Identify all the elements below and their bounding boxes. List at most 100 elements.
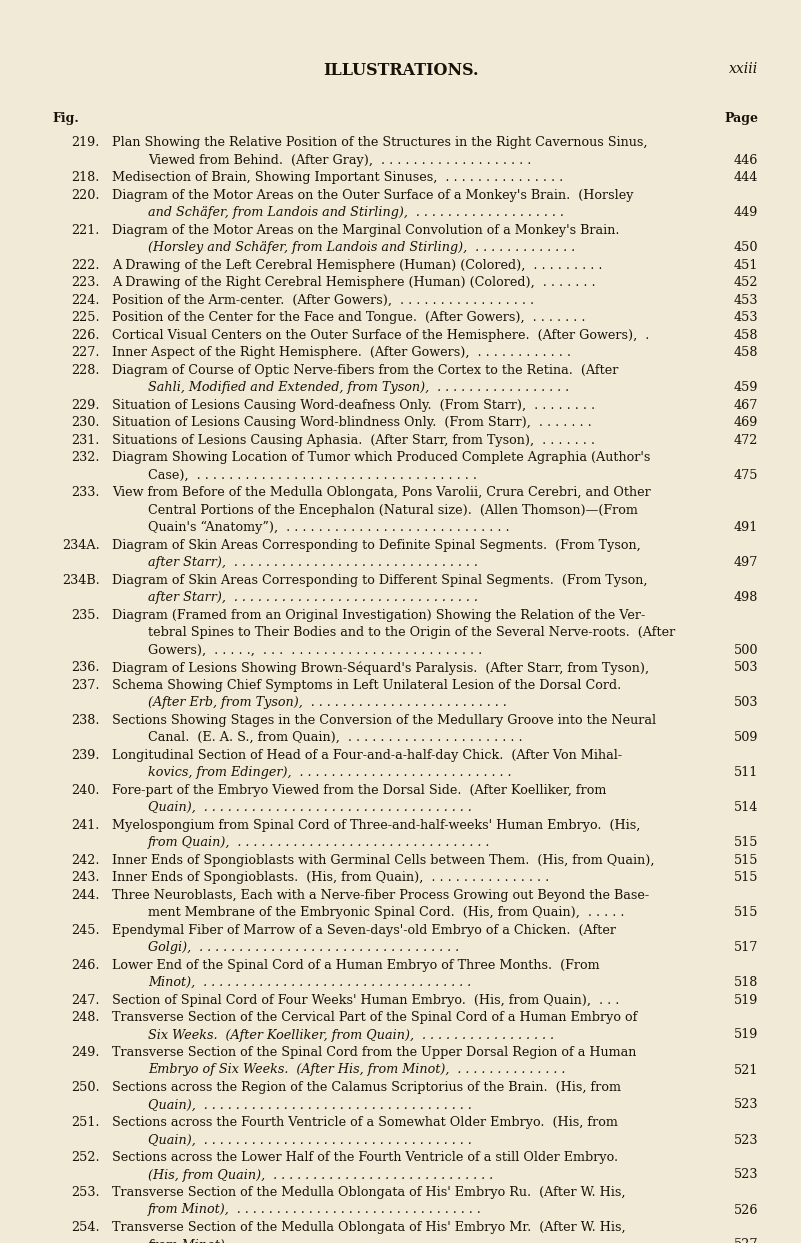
Text: 250.: 250.: [71, 1081, 100, 1094]
Text: 503: 503: [734, 661, 758, 674]
Text: Diagram of Lesions Showing Brown-Séquard's Paralysis.  (After Starr, from Tyson): Diagram of Lesions Showing Brown-Séquard…: [112, 661, 649, 675]
Text: 223.: 223.: [71, 276, 100, 290]
Text: 219.: 219.: [71, 135, 100, 149]
Text: 521: 521: [734, 1064, 758, 1076]
Text: 515: 515: [734, 906, 758, 919]
Text: Sahli, Modified and Extended, from Tyson),  . . . . . . . . . . . . . . . . .: Sahli, Modified and Extended, from Tyson…: [148, 382, 570, 394]
Text: 459: 459: [734, 382, 758, 394]
Text: 453: 453: [734, 311, 758, 324]
Text: 472: 472: [734, 434, 758, 446]
Text: 475: 475: [734, 469, 758, 481]
Text: Page: Page: [724, 112, 758, 126]
Text: Transverse Section of the Medulla Oblongata of His' Embryo Mr.  (After W. His,: Transverse Section of the Medulla Oblong…: [112, 1221, 626, 1234]
Text: 515: 515: [734, 854, 758, 866]
Text: Diagram Showing Location of Tumor which Produced Complete Agraphia (Author's: Diagram Showing Location of Tumor which …: [112, 451, 650, 464]
Text: Diagram of the Motor Areas on the Marginal Convolution of a Monkey's Brain.: Diagram of the Motor Areas on the Margin…: [112, 224, 619, 236]
Text: Minot),  . . . . . . . . . . . . . . . . . . . . . . . . . . . . . . . . . .: Minot), . . . . . . . . . . . . . . . . …: [148, 976, 471, 989]
Text: and Schäfer, from Landois and Stirling),  . . . . . . . . . . . . . . . . . . .: and Schäfer, from Landois and Stirling),…: [148, 206, 564, 219]
Text: from Minot),  . . . . . . . . . . . . . . . . . . . . . . . . . . . . . . .: from Minot), . . . . . . . . . . . . . .…: [148, 1203, 481, 1217]
Text: 446: 446: [734, 153, 758, 167]
Text: Section of Spinal Cord of Four Weeks' Human Embryo.  (His, from Quain),  . . .: Section of Spinal Cord of Four Weeks' Hu…: [112, 993, 619, 1007]
Text: Quain),  . . . . . . . . . . . . . . . . . . . . . . . . . . . . . . . . . .: Quain), . . . . . . . . . . . . . . . . …: [148, 1099, 472, 1111]
Text: 458: 458: [734, 346, 758, 359]
Text: 519: 519: [734, 993, 758, 1007]
Text: Central Portions of the Encephalon (Natural size).  (Allen Thomson)—(From: Central Portions of the Encephalon (Natu…: [148, 503, 638, 517]
Text: Ependymal Fiber of Marrow of a Seven-days'-old Embryo of a Chicken.  (After: Ependymal Fiber of Marrow of a Seven-day…: [112, 924, 616, 936]
Text: Situations of Lesions Causing Aphasia.  (After Starr, from Tyson),  . . . . . . : Situations of Lesions Causing Aphasia. (…: [112, 434, 595, 446]
Text: 254.: 254.: [71, 1221, 100, 1234]
Text: Fig.: Fig.: [52, 112, 78, 126]
Text: Quain's “Anatomy”),  . . . . . . . . . . . . . . . . . . . . . . . . . . . .: Quain's “Anatomy”), . . . . . . . . . . …: [148, 521, 509, 534]
Text: 251.: 251.: [71, 1116, 100, 1129]
Text: 232.: 232.: [71, 451, 100, 464]
Text: 237.: 237.: [71, 679, 100, 691]
Text: 221.: 221.: [71, 224, 100, 236]
Text: 509: 509: [734, 731, 758, 745]
Text: 518: 518: [734, 976, 758, 989]
Text: 253.: 253.: [71, 1186, 100, 1199]
Text: (His, from Quain),  . . . . . . . . . . . . . . . . . . . . . . . . . . . .: (His, from Quain), . . . . . . . . . . .…: [148, 1168, 493, 1182]
Text: Fore-part of the Embryo Viewed from the Dorsal Side.  (After Koelliker, from: Fore-part of the Embryo Viewed from the …: [112, 783, 606, 797]
Text: Three Neuroblasts, Each with a Nerve-fiber Process Growing out Beyond the Base-: Three Neuroblasts, Each with a Nerve-fib…: [112, 889, 649, 901]
Text: Canal.  (E. A. S., from Quain),  . . . . . . . . . . . . . . . . . . . . . .: Canal. (E. A. S., from Quain), . . . . .…: [148, 731, 522, 745]
Text: 235.: 235.: [71, 609, 100, 622]
Text: 517: 517: [734, 941, 758, 953]
Text: Inner Aspect of the Right Hemisphere.  (After Gowers),  . . . . . . . . . . . .: Inner Aspect of the Right Hemisphere. (A…: [112, 346, 571, 359]
Text: 249.: 249.: [71, 1047, 100, 1059]
Text: 498: 498: [734, 590, 758, 604]
Text: ILLUSTRATIONS.: ILLUSTRATIONS.: [324, 62, 479, 80]
Text: Longitudinal Section of Head of a Four-and-a-half-day Chick.  (After Von Mihal-: Longitudinal Section of Head of a Four-a…: [112, 748, 622, 762]
Text: Six Weeks.  (After Koelliker, from Quain),  . . . . . . . . . . . . . . . . .: Six Weeks. (After Koelliker, from Quain)…: [148, 1028, 554, 1042]
Text: 240.: 240.: [71, 783, 100, 797]
Text: 241.: 241.: [71, 818, 100, 832]
Text: 523: 523: [734, 1099, 758, 1111]
Text: 449: 449: [734, 206, 758, 219]
Text: 234B.: 234B.: [62, 573, 100, 587]
Text: 234A.: 234A.: [62, 538, 100, 552]
Text: 231.: 231.: [71, 434, 100, 446]
Text: Sections across the Fourth Ventricle of a Somewhat Older Embryo.  (His, from: Sections across the Fourth Ventricle of …: [112, 1116, 618, 1129]
Text: Quain),  . . . . . . . . . . . . . . . . . . . . . . . . . . . . . . . . . .: Quain), . . . . . . . . . . . . . . . . …: [148, 800, 472, 814]
Text: Position of the Center for the Face and Tongue.  (After Gowers),  . . . . . . .: Position of the Center for the Face and …: [112, 311, 586, 324]
Text: Golgi),  . . . . . . . . . . . . . . . . . . . . . . . . . . . . . . . . .: Golgi), . . . . . . . . . . . . . . . . …: [148, 941, 459, 953]
Text: Diagram of Skin Areas Corresponding to Different Spinal Segments.  (From Tyson,: Diagram of Skin Areas Corresponding to D…: [112, 573, 647, 587]
Text: Situation of Lesions Causing Word-deafness Only.  (From Starr),  . . . . . . . .: Situation of Lesions Causing Word-deafne…: [112, 399, 595, 411]
Text: (Horsley and Schäfer, from Landois and Stirling),  . . . . . . . . . . . . .: (Horsley and Schäfer, from Landois and S…: [148, 241, 575, 254]
Text: 243.: 243.: [71, 871, 100, 884]
Text: 519: 519: [734, 1028, 758, 1042]
Text: Transverse Section of the Spinal Cord from the Upper Dorsal Region of a Human: Transverse Section of the Spinal Cord fr…: [112, 1047, 636, 1059]
Text: Medisection of Brain, Showing Important Sinuses,  . . . . . . . . . . . . . . .: Medisection of Brain, Showing Important …: [112, 172, 563, 184]
Text: Transverse Section of the Medulla Oblongata of His' Embryo Ru.  (After W. His,: Transverse Section of the Medulla Oblong…: [112, 1186, 626, 1199]
Text: 225.: 225.: [71, 311, 100, 324]
Text: Inner Ends of Spongioblasts.  (His, from Quain),  . . . . . . . . . . . . . . .: Inner Ends of Spongioblasts. (His, from …: [112, 871, 549, 884]
Text: 458: 458: [734, 328, 758, 342]
Text: 444: 444: [734, 172, 758, 184]
Text: from Quain),  . . . . . . . . . . . . . . . . . . . . . . . . . . . . . . . .: from Quain), . . . . . . . . . . . . . .…: [148, 837, 490, 849]
Text: Situation of Lesions Causing Word-blindness Only.  (From Starr),  . . . . . . .: Situation of Lesions Causing Word-blindn…: [112, 416, 592, 429]
Text: 239.: 239.: [71, 748, 100, 762]
Text: 233.: 233.: [71, 486, 100, 498]
Text: 244.: 244.: [71, 889, 100, 901]
Text: Sections Showing Stages in the Conversion of the Medullary Groove into the Neura: Sections Showing Stages in the Conversio…: [112, 713, 656, 726]
Text: ment Membrane of the Embryonic Spinal Cord.  (His, from Quain),  . . . . .: ment Membrane of the Embryonic Spinal Co…: [148, 906, 625, 919]
Text: 491: 491: [734, 521, 758, 534]
Text: 220.: 220.: [71, 189, 100, 201]
Text: 222.: 222.: [71, 259, 100, 271]
Text: 450: 450: [734, 241, 758, 254]
Text: 228.: 228.: [71, 363, 100, 377]
Text: Quain),  . . . . . . . . . . . . . . . . . . . . . . . . . . . . . . . . . .: Quain), . . . . . . . . . . . . . . . . …: [148, 1134, 472, 1146]
Text: (After Erb, from Tyson),  . . . . . . . . . . . . . . . . . . . . . . . . .: (After Erb, from Tyson), . . . . . . . .…: [148, 696, 507, 709]
Text: Schema Showing Chief Symptoms in Left Unilateral Lesion of the Dorsal Cord.: Schema Showing Chief Symptoms in Left Un…: [112, 679, 622, 691]
Text: after Starr),  . . . . . . . . . . . . . . . . . . . . . . . . . . . . . . .: after Starr), . . . . . . . . . . . . . …: [148, 556, 478, 569]
Text: kovics, from Edinger),  . . . . . . . . . . . . . . . . . . . . . . . . . . .: kovics, from Edinger), . . . . . . . . .…: [148, 766, 512, 779]
Text: 224.: 224.: [71, 293, 100, 307]
Text: 451: 451: [734, 259, 758, 271]
Text: 226.: 226.: [71, 328, 100, 342]
Text: 227.: 227.: [71, 346, 100, 359]
Text: 515: 515: [734, 871, 758, 884]
Text: Diagram of the Motor Areas on the Outer Surface of a Monkey's Brain.  (Horsley: Diagram of the Motor Areas on the Outer …: [112, 189, 634, 201]
Text: 236.: 236.: [71, 661, 100, 674]
Text: Transverse Section of the Cervical Part of the Spinal Cord of a Human Embryo of: Transverse Section of the Cervical Part …: [112, 1011, 638, 1024]
Text: 523: 523: [734, 1168, 758, 1182]
Text: Lower End of the Spinal Cord of a Human Embryo of Three Months.  (From: Lower End of the Spinal Cord of a Human …: [112, 958, 600, 972]
